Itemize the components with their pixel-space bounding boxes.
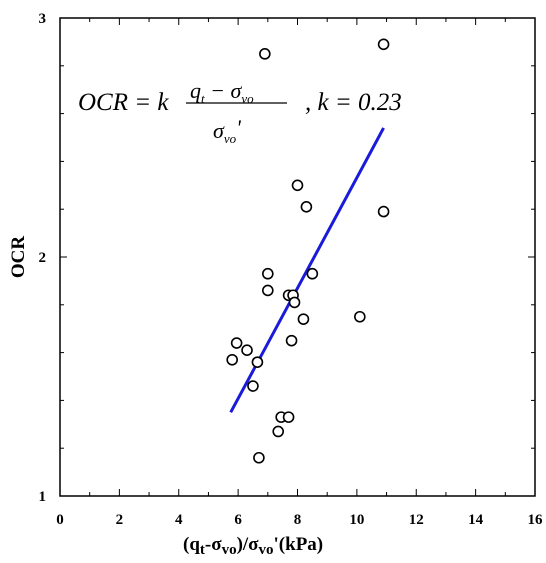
data-point bbox=[288, 296, 301, 309]
fit-line-group bbox=[229, 127, 385, 414]
x-axis-title-sigma-sub: vo bbox=[222, 542, 237, 558]
x-tick-label: 6 bbox=[234, 512, 242, 528]
y-axis-title: OCR bbox=[8, 236, 29, 279]
x-tick-labels: 0 2 4 6 8 10 12 14 16 bbox=[56, 512, 543, 528]
x-tick-label: 0 bbox=[56, 512, 64, 528]
data-point bbox=[262, 267, 274, 280]
data-point bbox=[306, 267, 319, 280]
x-tick-label: 10 bbox=[349, 512, 364, 528]
equation-num-q-sub: t bbox=[201, 91, 205, 106]
data-point bbox=[253, 451, 265, 464]
x-axis-title-mid: )/σ bbox=[237, 534, 260, 555]
data-point bbox=[272, 425, 285, 438]
data-point bbox=[377, 205, 390, 218]
data-point bbox=[247, 380, 259, 392]
data-points bbox=[226, 38, 390, 464]
data-point bbox=[291, 179, 304, 192]
y-tick-label: 1 bbox=[39, 489, 47, 505]
data-point bbox=[377, 38, 390, 51]
x-axis-title-sigma2-sub: vo bbox=[259, 542, 274, 558]
x-axis-title-open: (q bbox=[183, 534, 200, 555]
x-axis-title-q-sub: t bbox=[200, 542, 205, 558]
equation-den-sigma: σ bbox=[213, 118, 225, 143]
equation-num-minus: − σ bbox=[205, 78, 243, 103]
equation-num-sigma-sub: vo bbox=[241, 91, 254, 106]
x-tick-label: 8 bbox=[294, 512, 302, 528]
equation-den-prime: ' bbox=[236, 115, 241, 140]
x-tick-label: 14 bbox=[468, 512, 484, 528]
data-point bbox=[297, 313, 310, 325]
data-point bbox=[230, 337, 243, 349]
x-tick-label: 2 bbox=[116, 512, 124, 528]
equation-numerator: qt − σvo bbox=[190, 78, 254, 106]
data-point bbox=[285, 334, 298, 347]
x-tick-label: 4 bbox=[175, 512, 183, 528]
x-tick-label: 16 bbox=[528, 512, 544, 528]
equation-k-value: , k = 0.23 bbox=[305, 89, 402, 116]
x-axis-title: (qt-σvo)/σvo'(kPa) bbox=[183, 534, 323, 558]
equation-num-q: q bbox=[190, 78, 201, 103]
axis-ticks bbox=[59, 17, 536, 497]
equation-lhs: OCR = k bbox=[78, 89, 169, 116]
data-point bbox=[241, 344, 253, 357]
y-tick-labels: 1 2 3 bbox=[39, 11, 47, 505]
equation-den-sigma-sub: vo bbox=[224, 131, 237, 146]
y-tick-label: 3 bbox=[39, 11, 47, 27]
x-tick-label: 12 bbox=[409, 512, 424, 528]
data-point bbox=[282, 411, 295, 423]
x-axis-title-unit: '(kPa) bbox=[274, 534, 324, 555]
data-point bbox=[300, 201, 313, 213]
data-point bbox=[251, 356, 264, 368]
data-point bbox=[262, 284, 274, 297]
equation-annotation: OCR = k qt − σvo σvo' , k = 0.23 bbox=[78, 78, 402, 146]
data-point bbox=[226, 353, 238, 366]
data-point bbox=[354, 310, 366, 323]
equation-denominator: σvo' bbox=[213, 115, 241, 146]
fit-line bbox=[229, 127, 385, 414]
data-point bbox=[259, 48, 271, 60]
y-tick-label: 2 bbox=[39, 250, 47, 266]
x-axis-title-minus: -σ bbox=[205, 534, 222, 555]
